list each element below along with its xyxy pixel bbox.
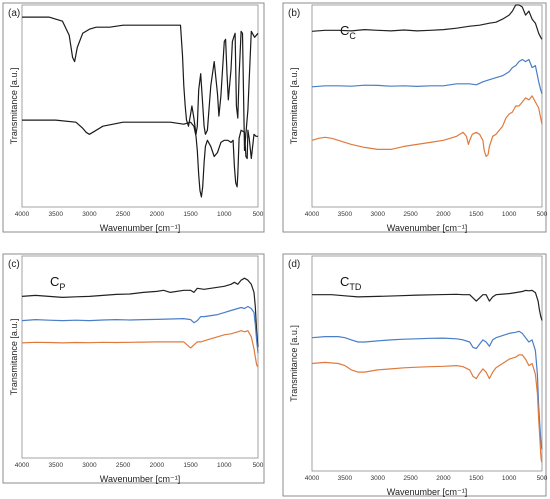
x-tick-label: 3000 [82,211,97,218]
y-axis-label: Transmitance [a.u.] [9,319,19,396]
material-annotation: CP [50,274,65,292]
x-tick-label: 1000 [217,211,232,218]
x-tick-label: 2000 [150,462,165,469]
spectrum-line [312,289,543,321]
panel-frame [2,2,265,233]
x-tick-label: 1500 [469,211,484,218]
panel-frame [2,253,265,484]
spectrum-line [311,4,543,40]
x-tick-label: 2500 [116,462,131,469]
panel-label: (a) [8,8,20,19]
x-tick-label: 3000 [370,475,385,482]
spectrum-line [311,354,543,463]
spectrum-line [21,277,259,347]
y-axis-label: Transmitance [a.u.] [289,325,299,402]
x-tick-label: 2500 [403,211,418,218]
panel-frame [282,2,547,233]
chart-panel: (c) 4000 3500 3000 2500 2000 1500 1000 500 Wavenu… [2,253,265,484]
x-tick-label: 3500 [48,211,63,218]
x-tick-label: 1500 [183,211,198,218]
x-tick-label: 3000 [370,211,385,218]
chart-panel: (a) 4000 3500 3000 2500 2000 1500 1000 500 Wavenu… [2,2,265,233]
spectrum-line [311,58,543,95]
x-tick-label: 500 [253,462,264,469]
x-tick-label: 1000 [502,211,517,218]
spectrum-line [21,330,259,368]
x-tick-label: 3000 [82,462,97,469]
x-tick-label: 2500 [116,211,131,218]
x-tick-label: 2000 [150,211,165,218]
chart-panel: (b) 4000 3500 3000 2500 2000 1500 1000 500 Wavenu… [282,2,548,233]
plot-area [21,255,259,459]
y-axis-label: Transmitance [a.u.] [9,68,19,145]
panel-label: (b) [288,8,300,19]
x-tick-label: 500 [253,211,264,218]
spectrum-line [21,305,259,354]
x-tick-label: 4000 [305,475,320,482]
x-tick-label: 2500 [403,475,418,482]
plot-area [311,4,543,208]
panel-label: (d) [288,259,300,270]
x-tick-label: 500 [537,211,548,218]
x-tick-label: 1000 [502,475,517,482]
spectrum-line [22,119,258,198]
chart-panel: (d) 4000 3500 3000 2500 2000 1500 1000 500 Wavenu… [282,253,548,497]
x-tick-label: 3500 [338,211,353,218]
x-axis-label: Wavenumber [cm⁻¹] [100,223,180,233]
x-tick-label: 1000 [217,462,232,469]
x-axis-label: Wavenumber [cm⁻¹] [387,487,467,497]
spectrum-line [311,330,543,450]
x-tick-label: 2000 [436,211,451,218]
x-tick-label: 2000 [436,475,451,482]
x-tick-label: 3500 [48,462,63,469]
x-axis-label: Wavenumber [cm⁻¹] [100,474,180,484]
y-axis-label: Transmitance [a.u.] [289,68,299,145]
x-tick-label: 1500 [183,462,198,469]
spectrum-line [311,95,543,158]
x-axis-label: Wavenumber [cm⁻¹] [387,223,467,233]
panel-label: (c) [8,259,20,270]
x-tick-label: 4000 [305,211,320,218]
plot-area [21,4,259,208]
x-tick-label: 500 [537,475,548,482]
x-tick-label: 4000 [15,462,30,469]
panel-frame [282,253,547,497]
x-tick-label: 4000 [15,211,30,218]
x-tick-label: 1500 [469,475,484,482]
spectrum-line [22,16,259,151]
material-annotation: CTD [340,274,362,292]
x-tick-label: 3500 [338,475,353,482]
